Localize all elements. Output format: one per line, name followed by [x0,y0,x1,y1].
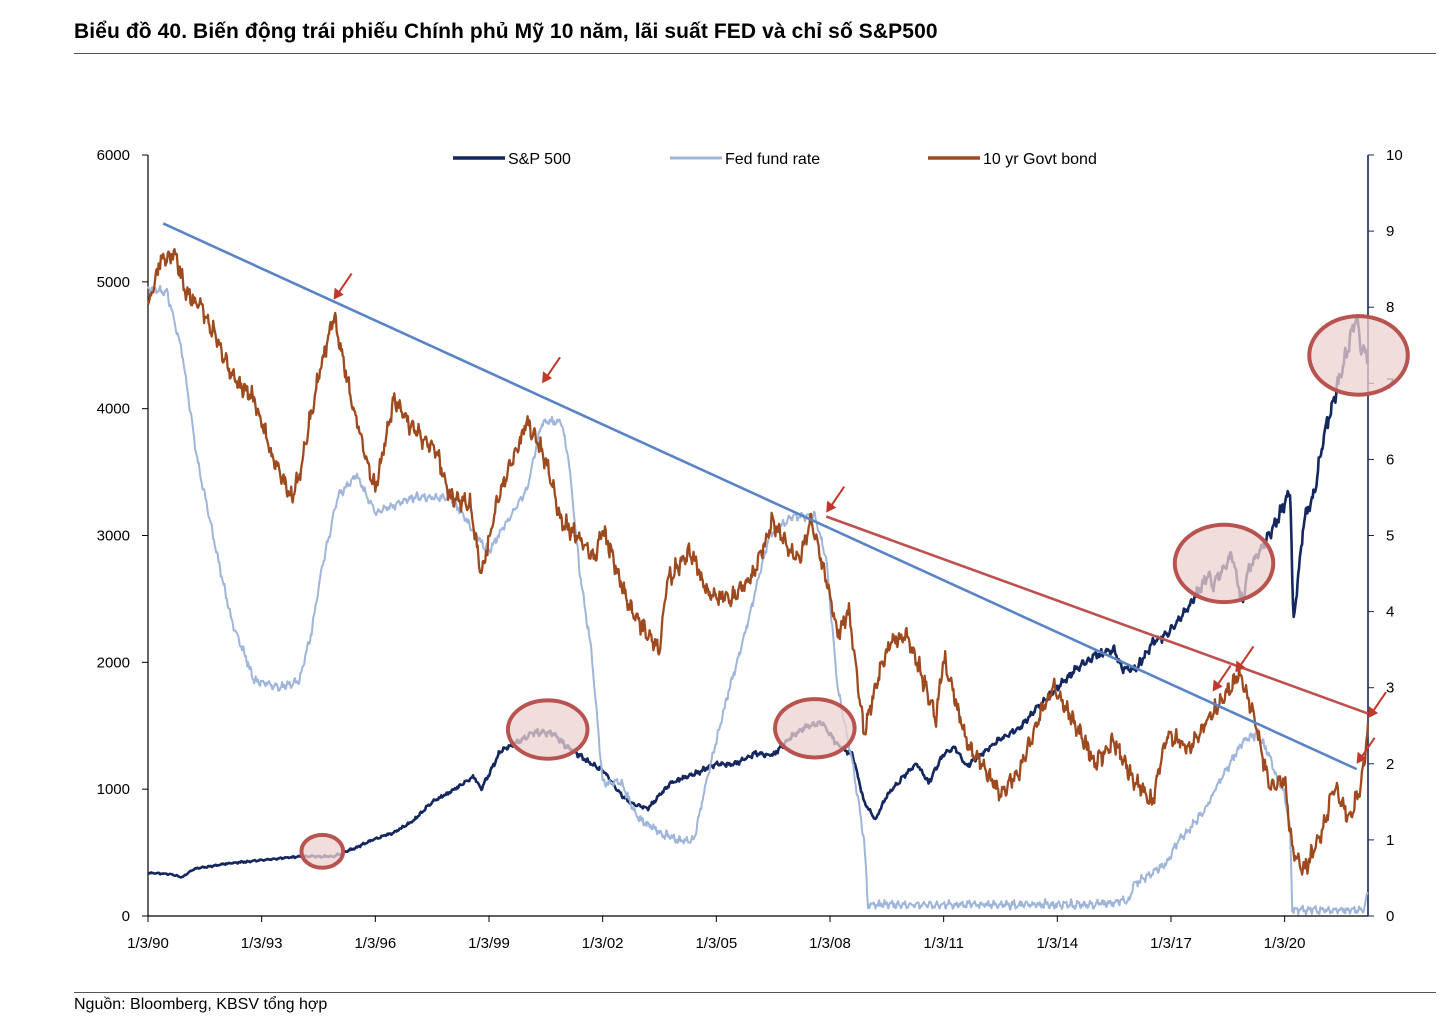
x-tick-label: 1/3/02 [582,935,624,952]
y-right-tick-label: 10 [1386,147,1403,164]
peak-arrow-head [333,287,344,300]
x-tick-label: 1/3/96 [354,935,396,952]
highlight-circle [1172,522,1276,605]
y-left-tick-label: 3000 [97,528,130,545]
y-right-tick-label: 9 [1386,223,1394,240]
highlight-circle [299,832,346,870]
y-right-tick-label: 2 [1386,756,1394,773]
source-note: Nguồn: Bloomberg, KBSV tổng hợp [74,996,328,1013]
bond-10yr-line [146,247,1370,876]
source-divider [74,992,1436,993]
peak-arrow-head [1368,706,1378,719]
axes: 01000200030004000500060000123456789101/3… [97,147,1403,952]
x-tick-label: 1/3/14 [1036,935,1078,952]
x-tick-label: 1/3/05 [695,935,737,952]
y-left-tick-label: 0 [122,908,130,925]
x-tick-label: 1/3/93 [241,935,283,952]
x-tick-label: 1/3/17 [1150,935,1192,952]
x-tick-label: 1/3/90 [127,935,169,952]
highlight-circle [505,698,590,761]
y-right-tick-label: 4 [1386,604,1394,621]
annotations [162,222,1410,870]
y-right-tick-label: 6 [1386,451,1394,468]
peak-arrow-head [1212,679,1223,692]
legend: S&P 500 Fed fund rate 10 yr Govt bond [453,151,1097,168]
y-left-tick-label: 2000 [97,654,130,671]
peak-arrow-head [542,371,553,384]
y-left-tick-label: 4000 [97,401,130,418]
y-left-tick-label: 5000 [97,274,130,291]
legend-bond-10yr-label: 10 yr Govt bond [983,151,1097,168]
legend-sp500-label: S&P 500 [508,151,571,168]
series-group [146,247,1370,916]
x-tick-label: 1/3/20 [1264,935,1306,952]
y-right-tick-label: 0 [1386,908,1394,925]
chart-title: Biểu đồ 40. Biến động trái phiếu Chính p… [74,20,938,43]
y-right-tick-label: 3 [1386,680,1394,697]
fed-fund-rate-line [147,284,1369,916]
x-tick-label: 1/3/08 [809,935,851,952]
trend-line-red [825,515,1369,715]
highlight-circle [1307,314,1410,397]
peak-arrow-head [1235,660,1246,673]
highlight-circle [773,697,857,760]
peak-arrow-head [826,500,837,513]
peak-arrow-head [1356,751,1367,764]
x-tick-label: 1/3/99 [468,935,510,952]
y-right-tick-label: 8 [1386,299,1394,316]
title-divider [74,53,1436,54]
x-tick-label: 1/3/11 [923,935,964,952]
sp500-line [147,314,1370,879]
trend-line-blue [162,222,1358,771]
y-left-tick-label: 6000 [97,147,130,164]
y-right-tick-label: 5 [1386,528,1394,545]
y-right-tick-label: 1 [1386,832,1394,849]
y-left-tick-label: 1000 [97,781,130,798]
legend-fed-fund-rate-label: Fed fund rate [725,151,820,168]
